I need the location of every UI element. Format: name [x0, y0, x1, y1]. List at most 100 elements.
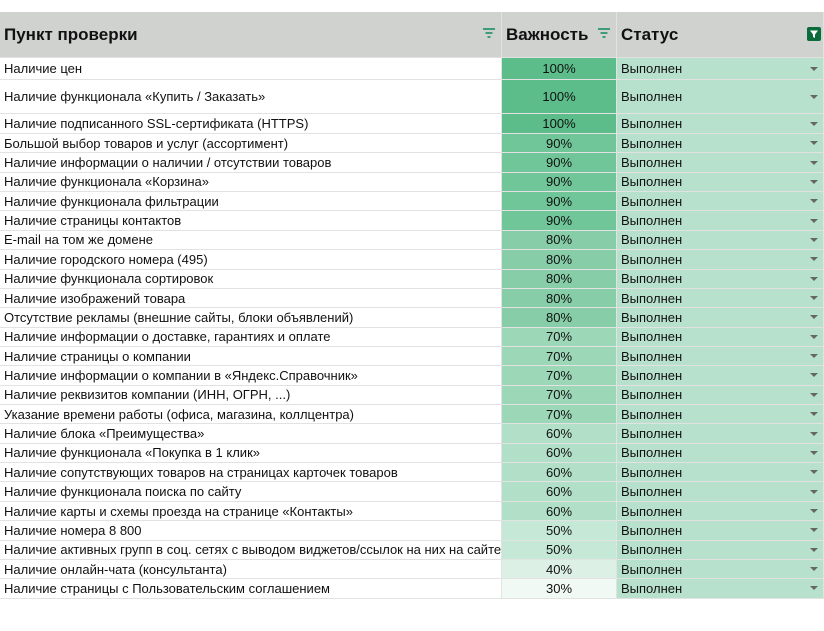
dropdown-arrow[interactable] [810, 334, 818, 339]
item-cell: Наличие страницы с Пользовательским согл… [0, 579, 502, 598]
item-cell: Наличие карты и схемы проезда на страниц… [0, 501, 502, 521]
status-text: Выполнен [621, 329, 683, 345]
dropdown-arrow[interactable] [810, 199, 818, 204]
dropdown-arrow[interactable] [810, 66, 818, 71]
importance-cell: 70% [502, 405, 617, 424]
importance-cell: 60% [502, 424, 617, 443]
table-row: Наличие номера 8 800 50% Выполнен [0, 521, 824, 541]
status-cell[interactable]: Выполнен [617, 482, 824, 501]
status-cell[interactable]: Выполнен [617, 501, 824, 521]
item-text: Наличие информации о доставке, гарантиях… [4, 329, 331, 345]
item-cell: Наличие информации о доставке, гарантиях… [0, 327, 502, 346]
item-text: E-mail на том же домене [4, 232, 153, 248]
item-text: Наличие номера 8 800 [4, 522, 142, 538]
dropdown-arrow[interactable] [810, 412, 818, 417]
dropdown-arrow[interactable] [810, 237, 818, 242]
importance-cell: 60% [502, 501, 617, 521]
dropdown-arrow[interactable] [810, 586, 818, 591]
table-row: Наличие блока «Преимущества» 60% Выполнен [0, 424, 824, 444]
status-cell[interactable]: Выполнен [617, 327, 824, 346]
dropdown-arrow[interactable] [810, 528, 818, 533]
dropdown-arrow[interactable] [810, 547, 818, 552]
item-text: Наличие цен [4, 61, 83, 76]
item-cell: Наличие реквизитов компании (ИНН, ОГРН, … [0, 385, 502, 405]
status-text: Выполнен [621, 580, 683, 596]
status-cell[interactable]: Выполнен [617, 172, 824, 192]
status-cell[interactable]: Выполнен [617, 366, 824, 385]
item-text: Наличие блока «Преимущества» [4, 426, 205, 442]
status-cell[interactable]: Выполнен [617, 192, 824, 211]
status-cell[interactable]: Выполнен [617, 288, 824, 308]
dropdown-arrow[interactable] [810, 296, 818, 301]
status-cell[interactable]: Выполнен [617, 153, 824, 172]
dropdown-arrow[interactable] [810, 160, 818, 165]
item-text: Наличие сопутствующих товаров на страниц… [4, 464, 398, 480]
status-cell[interactable]: Выполнен [617, 114, 824, 133]
dropdown-arrow[interactable] [810, 373, 818, 378]
dropdown-arrow[interactable] [810, 470, 818, 475]
status-cell[interactable]: Выполнен [617, 250, 824, 269]
status-cell[interactable]: Выполнен [617, 443, 824, 463]
header-cell: Важность [502, 12, 617, 57]
table-row: Наличие реквизитов компании (ИНН, ОГРН, … [0, 385, 824, 406]
dropdown-arrow[interactable] [810, 218, 818, 223]
importance-cell: 70% [502, 366, 617, 385]
status-cell[interactable]: Выполнен [617, 58, 824, 79]
header-cell: Пункт проверки [0, 12, 502, 57]
importance-cell: 100% [502, 58, 617, 79]
dropdown-arrow[interactable] [810, 431, 818, 436]
status-cell[interactable]: Выполнен [617, 134, 824, 153]
dropdown-arrow[interactable] [810, 489, 818, 494]
table-row: Наличие информации о наличии / отсутстви… [0, 153, 824, 173]
item-text: Наличие функционала поиска по сайту [4, 484, 242, 500]
status-text: Выполнен [621, 174, 683, 190]
importance-text: 50% [545, 522, 573, 538]
status-cell[interactable]: Выполнен [617, 211, 824, 230]
filter-icon[interactable] [483, 28, 495, 38]
table-row: Наличие городского номера (495) 80% Выполн… [0, 250, 824, 270]
status-cell[interactable]: Выполнен [617, 540, 824, 559]
status-cell[interactable]: Выполнен [617, 521, 824, 540]
status-cell[interactable]: Выполнен [617, 230, 824, 250]
dropdown-arrow[interactable] [810, 392, 818, 397]
item-text: Большой выбор товаров и услуг (ассортиме… [4, 135, 289, 151]
status-cell[interactable]: Выполнен [617, 405, 824, 424]
table-row: Наличие страницы о компании 70% Выполнен [0, 346, 824, 367]
dropdown-arrow[interactable] [810, 257, 818, 262]
table-row: Наличие функционала сортировок 80% Выполне… [0, 269, 824, 289]
dropdown-arrow[interactable] [810, 141, 818, 146]
filter-icon[interactable] [598, 28, 610, 38]
importance-text: 60% [545, 445, 573, 461]
status-cell[interactable]: Выполнен [617, 579, 824, 598]
status-cell[interactable]: Выполнен [617, 559, 824, 579]
importance-text: 70% [545, 348, 573, 364]
dropdown-arrow[interactable] [810, 509, 818, 513]
status-cell[interactable]: Выполнен [617, 80, 824, 113]
filter-active-icon[interactable] [807, 27, 821, 41]
header-text: Пункт проверки [4, 24, 138, 44]
status-text: Выполнен [621, 193, 683, 209]
item-cell: Наличие блока «Преимущества» [0, 424, 502, 443]
status-cell[interactable]: Выполнен [617, 463, 824, 482]
dropdown-arrow[interactable] [810, 179, 818, 184]
dropdown-arrow[interactable] [810, 567, 818, 572]
status-cell[interactable]: Выполнен [617, 308, 824, 327]
table-row: Наличие изображений товара 80% Выполнен [0, 288, 824, 309]
dropdown-arrow[interactable] [810, 276, 818, 281]
dropdown-arrow[interactable] [810, 354, 818, 359]
importance-cell: 90% [502, 134, 617, 153]
item-cell: Большой выбор товаров и услуг (ассортиме… [0, 134, 502, 153]
importance-cell: 40% [502, 559, 617, 579]
importance-text: 70% [545, 367, 573, 383]
status-cell[interactable]: Выполнен [617, 346, 824, 366]
dropdown-arrow[interactable] [810, 121, 818, 126]
status-cell[interactable]: Выполнен [617, 424, 824, 443]
dropdown-arrow[interactable] [810, 315, 818, 320]
status-cell[interactable]: Выполнен [617, 269, 824, 288]
status-cell[interactable]: Выполнен [617, 385, 824, 405]
header-cell: Статус [617, 12, 824, 57]
dropdown-arrow[interactable] [810, 94, 818, 99]
dropdown-arrow[interactable] [810, 450, 818, 455]
importance-cell: 50% [502, 540, 617, 559]
importance-cell: 80% [502, 269, 617, 288]
